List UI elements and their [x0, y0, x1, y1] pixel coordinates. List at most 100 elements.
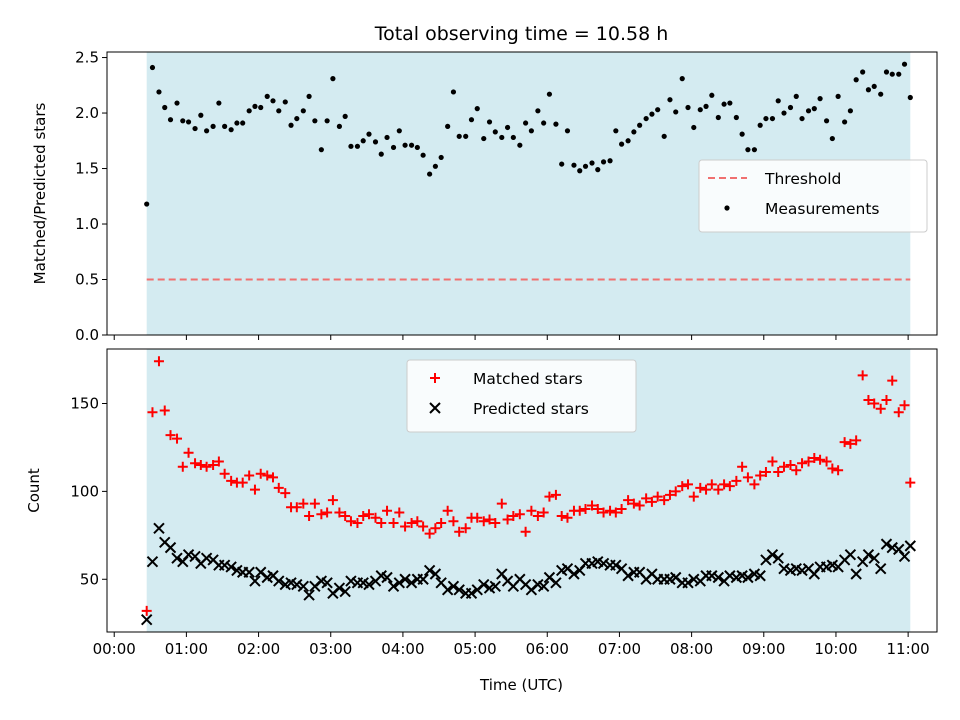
measurements-point — [216, 100, 222, 106]
predicted-stars-point — [610, 559, 622, 571]
matched-stars-point — [815, 454, 826, 465]
predicted-stars-point — [706, 570, 718, 582]
matched-stars-point — [550, 489, 561, 500]
measurements-point — [174, 100, 180, 106]
measurements-point — [372, 139, 379, 145]
measurements-point — [270, 98, 276, 104]
measurements-point — [456, 133, 462, 139]
matched-stars-point — [244, 470, 255, 481]
measurements-point — [517, 142, 523, 148]
measurements-point — [258, 104, 264, 111]
matched-stars-point — [532, 510, 543, 521]
measurements-point — [246, 108, 252, 114]
measurements-point — [180, 118, 186, 124]
legend-predicted-stars-swatch — [429, 402, 441, 414]
predicted-stars-point — [844, 548, 857, 561]
matched-stars-point — [262, 470, 273, 481]
measurements-point — [312, 118, 318, 124]
legend-box — [406, 359, 637, 433]
matched-stars-point — [147, 407, 158, 418]
measurements-point — [667, 97, 673, 103]
predicted-stars-point — [387, 580, 400, 593]
predicted-stars-point — [850, 568, 862, 580]
matched-stars-point — [833, 465, 844, 476]
matched-stars-point — [767, 456, 778, 467]
measurements-point — [589, 160, 595, 166]
predicted-stars-point — [537, 580, 550, 593]
measurements-point — [222, 123, 228, 129]
matched-stars-point — [881, 394, 892, 405]
matched-stars-point — [556, 510, 567, 521]
predicted-stars-point — [766, 548, 779, 561]
matched-stars-point — [352, 518, 363, 529]
measurements-point — [613, 128, 619, 134]
measurements-point — [878, 91, 884, 97]
measurements-point — [492, 129, 498, 135]
matched-stars-point — [436, 518, 447, 529]
matched-stars-point — [190, 458, 201, 469]
matched-stars-point — [634, 500, 645, 511]
measurements-point — [787, 104, 794, 111]
measurements-point — [571, 162, 577, 168]
measurements-point — [649, 111, 655, 117]
predicted-stars-point — [868, 552, 880, 564]
predicted-stars-point — [417, 573, 429, 585]
predicted-stars-point — [742, 571, 754, 584]
matched-stars-point — [742, 472, 753, 483]
predicted-stars-point — [423, 564, 436, 577]
y-tick-label: 2.5 — [75, 49, 99, 67]
measurements-point — [348, 143, 354, 149]
matched-stars-point — [616, 503, 627, 514]
matched-stars-point — [706, 479, 717, 490]
measurements-point — [167, 117, 174, 123]
measurements-point — [721, 101, 727, 107]
matched-stars-point — [508, 510, 519, 521]
matched-stars-point — [298, 498, 309, 509]
matched-stars-point — [153, 356, 164, 367]
measurements-point — [847, 108, 853, 114]
x-tick-label: 00:00 — [93, 640, 136, 658]
predicted-stars-point — [339, 585, 351, 598]
matched-stars-point — [809, 452, 820, 463]
predicted-stars-point — [597, 557, 610, 570]
matched-stars-point — [652, 491, 663, 502]
predicted-stars-point — [303, 589, 315, 601]
matched-stars-point — [755, 470, 766, 481]
predicted-stars-point — [778, 563, 790, 575]
matched-stars-point — [791, 465, 802, 476]
measurements-point — [414, 144, 420, 151]
matched-stars-point — [268, 472, 278, 483]
predicted-stars-point — [550, 577, 562, 589]
predicted-stars-point — [164, 541, 177, 554]
measurements-point — [553, 121, 559, 127]
matched-stars-point — [400, 521, 411, 532]
predicted-stars-point — [453, 584, 465, 596]
matched-stars-point — [821, 456, 832, 467]
y-tick-label: 2.0 — [75, 104, 99, 122]
predicted-stars-point — [146, 555, 159, 568]
measurements-point — [733, 114, 739, 121]
measurements-point — [600, 159, 607, 165]
matched-stars-point — [291, 502, 302, 513]
matched-stars-point — [646, 496, 657, 507]
matched-stars-point — [484, 514, 495, 525]
measurements-point — [769, 115, 776, 122]
measurements-point — [162, 104, 168, 111]
measurements-point — [865, 87, 872, 93]
measurements-point — [546, 91, 553, 97]
measurements-point — [390, 144, 397, 151]
matched-stars-point — [219, 468, 230, 479]
measurements-point — [703, 103, 709, 109]
matched-stars-point — [562, 512, 573, 523]
predicted-stars-point — [225, 561, 237, 573]
measurements-point — [564, 128, 571, 134]
measurements-point — [643, 115, 649, 122]
predicted-stars-points — [140, 522, 917, 626]
y-tick-label: 0.0 — [75, 326, 99, 344]
matched-stars-point — [538, 507, 549, 518]
x-tick-label: 04:00 — [381, 640, 424, 658]
measurements-point — [499, 134, 505, 141]
matched-stars-point — [719, 479, 730, 490]
matched-stars-point — [502, 514, 513, 525]
measurements-point — [252, 103, 258, 109]
